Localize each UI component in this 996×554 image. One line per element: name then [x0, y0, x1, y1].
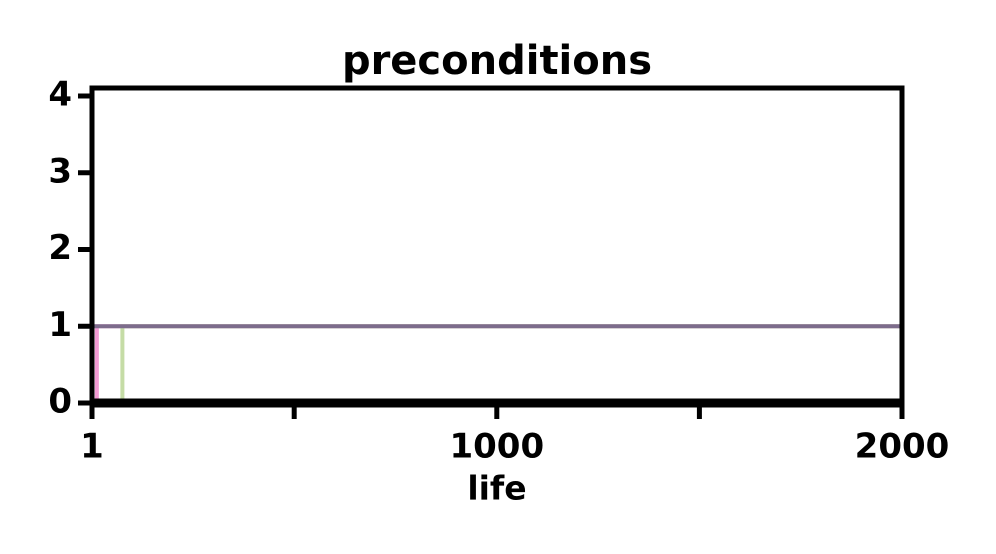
chart-title: preconditions — [342, 38, 652, 84]
x-tick-label: 2000 — [855, 427, 950, 467]
series-line — [92, 324, 902, 405]
y-tick-label: 1 — [48, 305, 72, 345]
x-tick-label: 1 — [80, 427, 104, 467]
x-axis-label: life — [467, 469, 526, 508]
y-tick-label: 0 — [48, 382, 72, 422]
y-tick-label: 3 — [48, 151, 72, 191]
y-tick-label: 2 — [48, 228, 72, 268]
plot-frame — [89, 85, 905, 406]
y-tick-label: 4 — [48, 75, 72, 115]
x-tick-label: 1000 — [449, 427, 544, 467]
series-line — [92, 324, 902, 405]
